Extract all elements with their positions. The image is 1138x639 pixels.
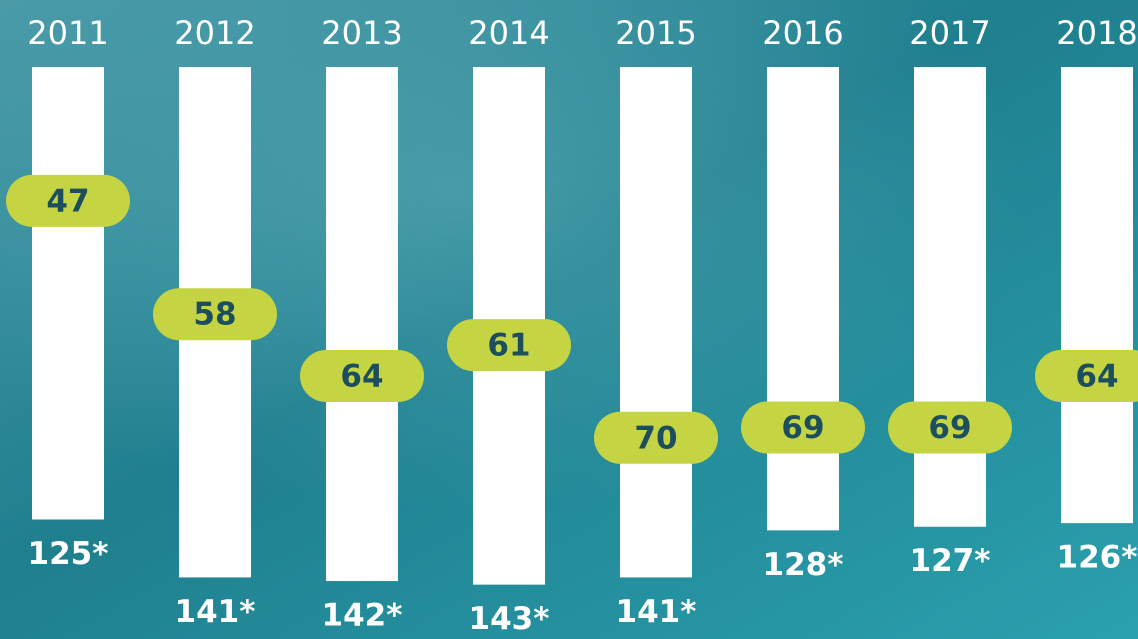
bar	[914, 67, 986, 527]
x-tick-label: 2013	[321, 14, 402, 52]
value-pill	[6, 174, 130, 227]
value-pill-label: 69	[781, 410, 824, 446]
x-tick-label: 2018	[1056, 14, 1137, 52]
value-pill	[1035, 350, 1138, 402]
bar-total-label: 142*	[322, 598, 403, 634]
x-tick-label: 2011	[27, 14, 108, 52]
value-pill-label: 58	[193, 297, 236, 333]
bar	[32, 67, 104, 520]
x-tick-label: 2017	[909, 14, 990, 52]
value-pill	[153, 288, 277, 341]
bar	[620, 67, 692, 578]
value-pill	[888, 401, 1012, 454]
bar-total-label: 143*	[469, 601, 550, 637]
bar-total-label: 127*	[910, 543, 991, 579]
value-pill-label: 61	[487, 328, 530, 364]
value-pill	[300, 350, 424, 402]
value-pill-label: 64	[1075, 359, 1118, 395]
x-tick-label: 2014	[468, 14, 549, 52]
bar-total-label: 125*	[28, 536, 109, 572]
bar-total-label: 141*	[616, 594, 697, 630]
value-pill-label: 47	[46, 183, 89, 219]
x-tick-label: 2012	[174, 14, 255, 52]
x-tick-label: 2015	[615, 14, 696, 52]
value-pill	[447, 319, 571, 372]
value-pill-label: 70	[634, 420, 677, 456]
bar-total-label: 128*	[763, 547, 844, 583]
value-pill-label: 64	[340, 359, 383, 395]
value-pill	[594, 411, 718, 464]
value-pill-label: 69	[928, 410, 971, 446]
bar-total-label: 126*	[1057, 540, 1138, 576]
value-pill	[741, 401, 865, 454]
bar-total-label: 141*	[175, 594, 256, 630]
bar	[1061, 67, 1133, 524]
bar	[767, 67, 839, 531]
bar	[326, 67, 398, 582]
x-tick-label: 2016	[762, 14, 843, 52]
